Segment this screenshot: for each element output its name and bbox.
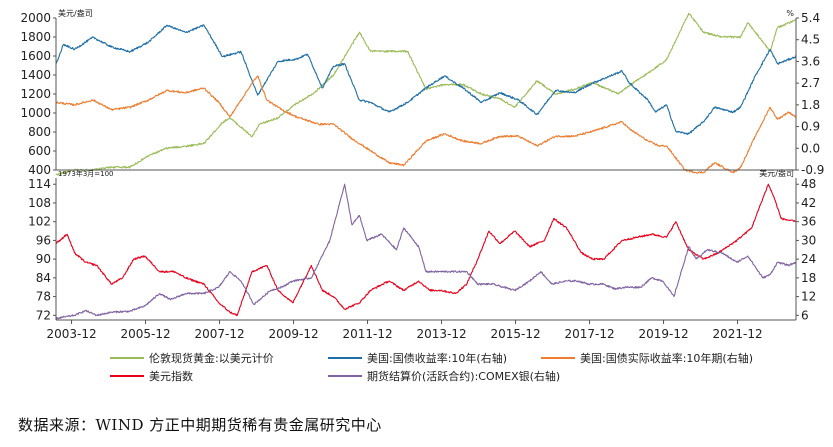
left-tick-label: 600 — [28, 144, 51, 158]
right-axis-unit: 美元/盎司 — [759, 168, 794, 178]
right-tick-label: -0.9 — [801, 163, 824, 177]
left-tick-label: 1000 — [20, 106, 51, 120]
left-axis-unit: 1973年3月=100 — [58, 169, 114, 178]
right-tick-label: 0.0 — [801, 141, 820, 155]
left-tick-label: 96 — [36, 233, 51, 247]
legend-swatch-silver — [328, 375, 362, 377]
legend-swatch-gold — [110, 357, 144, 359]
right-tick-label: 5.4 — [801, 11, 820, 25]
right-tick-label: 42 — [801, 196, 816, 210]
left-axis-unit: 美元/盎司 — [58, 8, 93, 18]
x-tick-label: 2015-12 — [490, 327, 540, 341]
series-line-p0-s1 — [55, 24, 797, 135]
x-tick-label: 2013-12 — [416, 327, 466, 341]
legend-label-silver: 期货结算价(活跃合约):COMEX银(右轴) — [367, 370, 561, 383]
legend-item-gold: 伦敦现货黄金:以美元计价 — [110, 350, 274, 366]
legend-item-us10y: 美国:国债收益率:10年(右轴) — [328, 350, 507, 366]
left-tick-label: 1400 — [20, 68, 51, 82]
legend-label-real-yield: 美国:国债实际收益率:10年期(右轴) — [580, 352, 753, 365]
series-line-p1-s1 — [55, 183, 797, 320]
right-tick-label: 6 — [801, 308, 809, 322]
right-tick-label: 3.6 — [801, 54, 820, 68]
right-axis-unit: % — [786, 9, 794, 18]
data-source-note: 数据来源：WIND 方正中期期货稀有贵金属研究中心 — [18, 416, 382, 434]
right-tick-label: 48 — [801, 177, 816, 191]
x-tick-label: 2011-12 — [342, 327, 392, 341]
right-tick-label: 2.7 — [801, 76, 820, 90]
x-tick-label: 2019-12 — [638, 327, 688, 341]
right-tick-label: 0.9 — [801, 120, 820, 134]
right-tick-label: 4.5 — [801, 33, 820, 47]
left-tick-label: 90 — [36, 252, 51, 266]
left-tick-label: 1200 — [20, 87, 51, 101]
legend-label-us10y: 美国:国债收益率:10年(右轴) — [367, 352, 507, 365]
left-tick-label: 1800 — [20, 30, 51, 44]
left-tick-label: 102 — [28, 215, 51, 229]
x-tick-label: 2021-12 — [712, 327, 762, 341]
x-tick-label: 2017-12 — [564, 327, 614, 341]
right-tick-label: 24 — [801, 252, 816, 266]
right-tick-label: 30 — [801, 233, 816, 247]
legend-item-dxy: 美元指数 — [110, 368, 193, 384]
x-tick-label: 2005-12 — [120, 327, 170, 341]
x-tick-label: 2007-12 — [194, 327, 244, 341]
right-tick-label: 1.8 — [801, 98, 820, 112]
left-tick-label: 78 — [36, 290, 51, 304]
legend-label-dxy: 美元指数 — [149, 370, 193, 383]
legend-item-silver: 期货结算价(活跃合约):COMEX银(右轴) — [328, 368, 560, 384]
left-tick-label: 114 — [28, 177, 51, 191]
series-line-p1-s0 — [55, 183, 797, 317]
legend-swatch-dxy — [110, 375, 144, 377]
x-tick-label: 2003-12 — [46, 327, 96, 341]
legend-label-gold: 伦敦现货黄金:以美元计价 — [149, 352, 274, 365]
series-line-p0-s2 — [55, 75, 797, 174]
right-tick-label: 36 — [801, 215, 816, 229]
left-tick-label: 400 — [28, 163, 51, 177]
left-tick-label: 108 — [28, 196, 51, 210]
x-tick-label: 2009-12 — [268, 327, 318, 341]
series-line-p0-s0 — [55, 12, 797, 176]
legend-swatch-us10y — [328, 357, 362, 359]
left-tick-label: 84 — [36, 271, 51, 285]
left-tick-label: 72 — [36, 308, 51, 322]
right-tick-label: 12 — [801, 290, 816, 304]
left-tick-label: 1600 — [20, 49, 51, 63]
left-tick-label: 800 — [28, 125, 51, 139]
right-tick-label: 18 — [801, 271, 816, 285]
legend-item-real-yield: 美国:国债实际收益率:10年期(右轴) — [541, 350, 753, 366]
legend-swatch-real-yield — [541, 357, 575, 359]
left-tick-label: 2000 — [20, 11, 51, 25]
